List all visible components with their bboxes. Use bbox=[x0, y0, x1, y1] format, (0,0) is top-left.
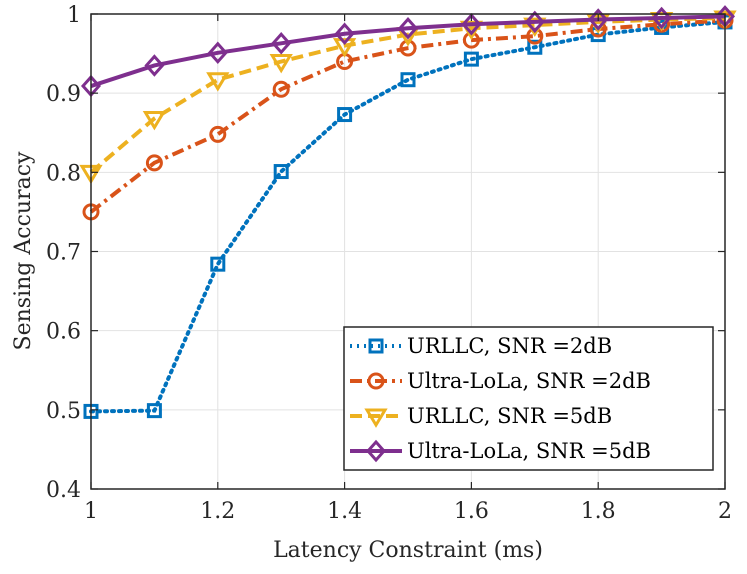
series-line bbox=[89, 19, 727, 414]
series-3 bbox=[79, 10, 737, 185]
data-point-marker bbox=[273, 164, 289, 180]
data-point-marker bbox=[272, 80, 290, 98]
x-tick-label: 1.6 bbox=[454, 499, 489, 524]
data-point-marker bbox=[269, 54, 293, 74]
legend-box bbox=[343, 326, 714, 471]
series-layer bbox=[79, 5, 737, 419]
y-tick-label: 0.4 bbox=[46, 478, 81, 503]
y-tick-label: 0.9 bbox=[46, 82, 81, 107]
series-line bbox=[90, 14, 726, 88]
series-line bbox=[89, 15, 726, 174]
y-axis-label: Sensing Accuracy bbox=[11, 151, 36, 350]
y-tick-label: 0.5 bbox=[46, 399, 81, 424]
y-tick-label: 0.6 bbox=[46, 320, 81, 345]
legend: URLLC, SNR =2dB Ultra-LoLa, SNR =2dB URLLC… bbox=[343, 326, 714, 471]
x-tick-label: 2 bbox=[718, 499, 732, 524]
x-tick-label: 1.4 bbox=[327, 499, 362, 524]
data-point-marker bbox=[337, 107, 353, 123]
data-point-marker bbox=[142, 111, 167, 131]
series-line bbox=[89, 18, 726, 214]
legend-marker bbox=[368, 338, 384, 354]
data-point-marker bbox=[461, 13, 482, 36]
x-tick-label: 1 bbox=[84, 499, 98, 524]
x-axis-label: Latency Constraint (ms) bbox=[273, 538, 543, 563]
data-point-marker bbox=[651, 6, 672, 30]
legend-entry: URLLC, SNR =5dB bbox=[350, 404, 612, 428]
legend-marker bbox=[365, 439, 387, 463]
data-point-marker bbox=[209, 125, 227, 143]
data-point-marker bbox=[271, 32, 292, 55]
data-point-marker bbox=[210, 256, 226, 272]
legend-label: Ultra-LoLa, SNR =5dB bbox=[407, 439, 651, 463]
data-point-marker bbox=[144, 54, 165, 77]
y-tick-label: 1 bbox=[67, 3, 81, 28]
y-tick-label: 0.7 bbox=[46, 241, 81, 266]
y-tick-label: 0.8 bbox=[46, 161, 81, 186]
series-4 bbox=[80, 5, 736, 98]
legend-label: Ultra-LoLa, SNR =2dB bbox=[407, 369, 651, 393]
data-point-marker bbox=[524, 10, 545, 34]
data-point-marker bbox=[146, 403, 162, 419]
data-point-marker bbox=[332, 38, 357, 58]
data-point-marker bbox=[527, 39, 543, 55]
legend-marker bbox=[364, 408, 388, 428]
x-tick-label: 1.2 bbox=[200, 499, 235, 524]
x-tick-label: 1.8 bbox=[581, 499, 616, 524]
data-point-marker bbox=[400, 72, 416, 88]
data-point-marker bbox=[206, 72, 230, 92]
data-point-marker bbox=[145, 154, 163, 172]
legend-label: URLLC, SNR =5dB bbox=[407, 404, 612, 428]
data-point-marker bbox=[588, 8, 609, 31]
axis-ticks: 1 1.2 1.4 1.6 1.8 2 0.4 0.5 0.6 0.7 0.8 0.9 1 bbox=[46, 3, 732, 524]
legend-entry: Ultra-LoLa, SNR =2dB bbox=[350, 369, 651, 393]
legend-entry: Ultra-LoLa, SNR =5dB bbox=[350, 439, 651, 463]
data-point-marker bbox=[207, 41, 228, 65]
legend-label: URLLC, SNR =2dB bbox=[407, 334, 612, 358]
data-point-marker bbox=[463, 51, 479, 67]
legend-entry: URLLC, SNR =2dB bbox=[350, 334, 612, 358]
data-point-marker bbox=[334, 22, 355, 46]
legend-marker bbox=[367, 372, 385, 390]
data-point-marker bbox=[397, 16, 419, 40]
